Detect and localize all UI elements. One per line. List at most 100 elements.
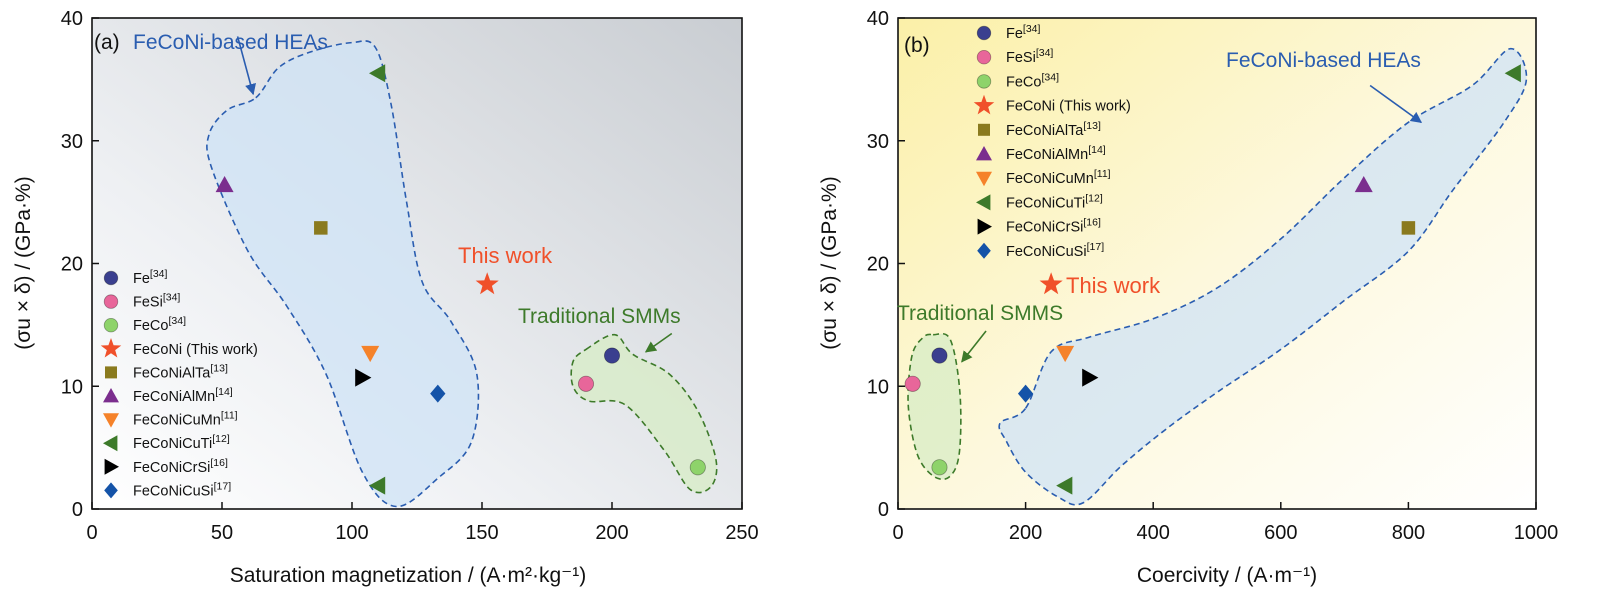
point-feconicusi [430,384,446,403]
annotation-hea-label: FeCoNi-based HEAs [133,31,328,54]
legend-label: FeCoNiAlTa[13] [133,362,228,381]
point-feconicuti [369,476,386,495]
legend-label: FeCoNiCuTi[12] [1006,192,1103,211]
legend-marker-feconialmn [103,388,119,403]
legend-marker-feco [976,74,992,89]
region-traditional-smms [907,332,962,481]
legend-marker-feconialta [978,123,990,136]
ticks-group: 0 50 100 150 200 250 0 10 20 30 40 [61,8,759,544]
legend-marker-fe [976,25,992,41]
y-tick-label: 10 [867,376,889,398]
regions-group [206,40,718,508]
y-tick-label: 30 [61,131,83,153]
legend-marker-feconicuti [976,194,991,211]
legend-marker-feconicusi [977,242,991,259]
legend-label: FeCoNiCuSi[17] [1006,241,1104,260]
legend-marker-feconicrsi [977,218,992,235]
x-tick-label: 200 [1009,522,1042,544]
annotation-arrow [644,332,673,353]
point-feconicrsi [355,368,372,387]
legend-marker-fesi [103,294,119,309]
point-feconialta [1401,221,1416,235]
ticks-group: 0 200 400 600 800 1000 0 10 20 30 40 [867,8,1559,544]
legend-label: FeCoNiAlMn[14] [133,386,233,405]
point-feconialta [314,221,328,235]
point-feco [689,459,706,476]
legend-marker-feconicumn [976,171,992,187]
annotation-smm-label: Traditional SMMs [518,305,681,328]
x-tick-label: 1000 [1514,522,1559,544]
legend-marker-feconicrsi [104,458,119,475]
point-fesi [577,375,595,392]
point-feco [931,459,948,476]
legend-label: FeCoNi (This work) [1006,99,1131,115]
legend-label: FeCoNiCrSi[16] [1006,217,1101,236]
point-feconi-this-work [475,272,499,295]
y-tick-label: 30 [867,131,889,153]
plot-background [898,18,1536,509]
region-traditional-smms [570,333,718,494]
annotation-this-work: This work [458,243,553,268]
legend: Fe[34] FeSi[34] FeCo[34] FeCoNi (This work)… [973,23,1131,260]
x-tick-label: 100 [335,522,368,544]
legend-marker-fe [103,270,119,286]
marks-group [904,64,1521,495]
x-axis-label: Saturation magnetization / (A·m²·kg⁻¹) [230,564,587,587]
point-fe [931,347,948,364]
annotation-hea-label: FeCoNi-based HEAs [1226,49,1421,72]
y-tick-label: 20 [61,254,83,276]
legend-marker-feconi-this-work [973,94,995,115]
x-tick-label: 250 [725,522,758,544]
point-fesi [904,375,921,392]
legend-label: FeCo[34] [1006,71,1059,90]
y-axis-label: (σu × δ) / (GPa·%) [12,176,35,349]
annotation-smm-label: Traditional SMMS [897,302,1063,325]
annotation-arrow [1369,84,1423,123]
point-feconicuti [1504,64,1521,83]
annotation-this-work: This work [1066,273,1161,298]
x-axis-label: Coercivity / (A·m⁻¹) [1137,564,1317,587]
y-tick-label: 40 [867,8,889,30]
panel-b: 0 200 400 600 800 1000 0 10 20 30 40 (b) FeCoNi-ba… [818,8,1558,587]
legend-marker-feconicusi [104,482,118,499]
y-tick-label: 0 [878,499,889,521]
legend-label: Fe[34] [1006,23,1041,42]
marks-group [215,64,706,495]
point-feconicrsi [1082,368,1099,387]
y-axis-label: (σu × δ) / (GPa·%) [818,176,841,349]
legend-label: FeCoNiCuSi[17] [133,480,231,499]
legend-label: Fe[34] [133,268,168,287]
y-tick-label: 10 [61,376,83,398]
legend-marker-fesi [976,50,992,65]
legend-label: FeCoNiAlMn[14] [1006,144,1106,163]
legend-marker-feconicuti [103,435,118,452]
x-tick-label: 400 [1137,522,1170,544]
annotation-arrow [236,36,256,96]
regions-group [907,47,1528,506]
legend-marker-feconi-this-work [100,338,122,358]
legend-label: FeCo[34] [133,315,186,334]
legend-label: FeSi[34] [133,292,180,311]
point-feconialmn [215,175,234,193]
region-feconi-based-heas [206,40,480,508]
legend-label: FeCoNi (This work) [133,342,258,358]
x-tick-label: 0 [892,522,903,544]
point-feconicuti [1056,476,1073,495]
point-feconicumn [361,345,380,363]
y-tick-label: 40 [61,8,83,30]
legend-label: FeCoNiCrSi[16] [133,457,228,476]
y-tick-label: 0 [72,499,83,521]
x-tick-label: 200 [595,522,628,544]
x-tick-label: 800 [1392,522,1425,544]
legend: Fe[34] FeSi[34] FeCo[34] FeCoNi (This work)… [100,268,258,499]
annotation-arrow [961,330,987,363]
point-fe [603,347,621,364]
panel-label: (b) [904,34,930,57]
panel-label: (a) [94,31,120,54]
legend-marker-feco [103,318,119,333]
legend-marker-feconialmn [976,146,992,161]
legend-label: FeCoNiCuTi[12] [133,433,230,452]
legend-label: FeCoNiCuMn[11] [133,410,238,429]
legend-marker-feconialta [105,366,117,379]
